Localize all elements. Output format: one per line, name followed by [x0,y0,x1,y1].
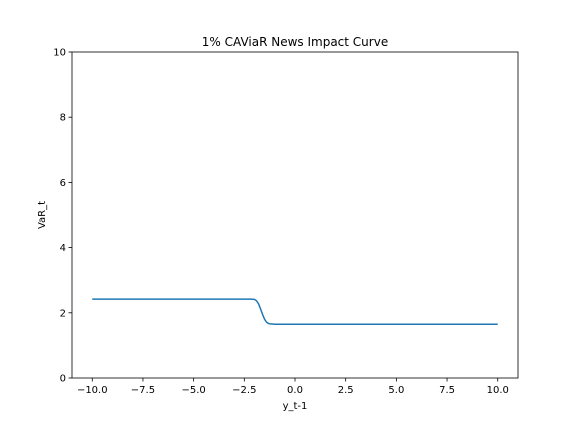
y-tick-label: 2 [60,308,66,319]
x-tick-label: 5.0 [388,385,404,396]
x-tick-label: −2.5 [232,385,256,396]
x-tick-label: 10.0 [487,385,509,396]
x-axis-label: y_t-1 [283,401,308,412]
chart-title: 1% CAViaR News Impact Curve [202,35,388,49]
x-axis-ticks: −10.0 −7.5 −5.0 −2.5 0.0 2.5 5.0 7.5 10.0 [77,378,509,396]
y-tick-label: 4 [60,243,66,254]
series-group [92,298,498,325]
series-line [92,298,498,325]
x-tick-label: 2.5 [338,385,354,396]
x-tick-label: −7.5 [131,385,155,396]
y-axis-label: VaR_t [37,201,48,229]
y-tick-label: 10 [53,48,66,59]
y-tick-label: 8 [60,113,66,124]
x-tick-label: −10.0 [77,385,108,396]
x-tick-label: −5.0 [181,385,205,396]
plot-area-frame [71,51,519,379]
x-tick-label: 7.5 [439,385,455,396]
x-tick-label: 0.0 [287,385,303,396]
y-axis-ticks: 0 2 4 6 8 10 [53,48,72,385]
y-tick-label: 6 [60,178,66,189]
y-tick-label: 0 [60,374,66,385]
